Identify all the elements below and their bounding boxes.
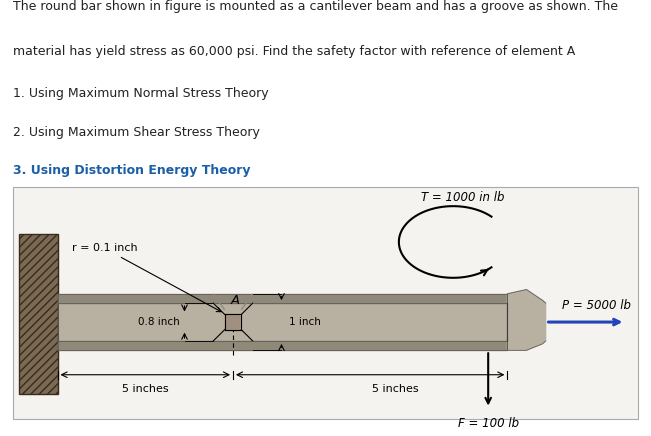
Text: The round bar shown in figure is mounted as a cantilever beam and has a groove a: The round bar shown in figure is mounted… bbox=[13, 0, 618, 13]
Bar bbox=[20, 234, 57, 394]
Text: A: A bbox=[231, 294, 240, 307]
Text: 5 inches: 5 inches bbox=[372, 384, 419, 394]
Text: 0.8 inch: 0.8 inch bbox=[137, 317, 180, 327]
Text: F = 100 lb: F = 100 lb bbox=[458, 417, 519, 430]
Polygon shape bbox=[507, 290, 546, 350]
Polygon shape bbox=[57, 294, 507, 303]
Polygon shape bbox=[242, 294, 253, 310]
Text: T = 1000 in lb: T = 1000 in lb bbox=[421, 191, 505, 204]
Text: 1 inch: 1 inch bbox=[289, 317, 321, 327]
Text: material has yield stress as 60,000 psi. Find the safety factor with reference o: material has yield stress as 60,000 psi.… bbox=[13, 45, 575, 58]
Text: 5 inches: 5 inches bbox=[122, 384, 169, 394]
Text: 3. Using Distortion Energy Theory: 3. Using Distortion Energy Theory bbox=[13, 164, 251, 177]
Text: 2. Using Maximum Shear Stress Theory: 2. Using Maximum Shear Stress Theory bbox=[13, 126, 260, 139]
Text: 1. Using Maximum Normal Stress Theory: 1. Using Maximum Normal Stress Theory bbox=[13, 87, 269, 100]
Polygon shape bbox=[242, 303, 253, 341]
Polygon shape bbox=[214, 294, 225, 310]
Polygon shape bbox=[225, 314, 242, 330]
Polygon shape bbox=[214, 303, 225, 341]
Text: r = 0.1 inch: r = 0.1 inch bbox=[72, 243, 221, 312]
Bar bbox=[20, 234, 57, 394]
Text: P = 5000 lb: P = 5000 lb bbox=[562, 299, 631, 312]
Bar bbox=[57, 303, 507, 341]
Polygon shape bbox=[57, 341, 507, 350]
